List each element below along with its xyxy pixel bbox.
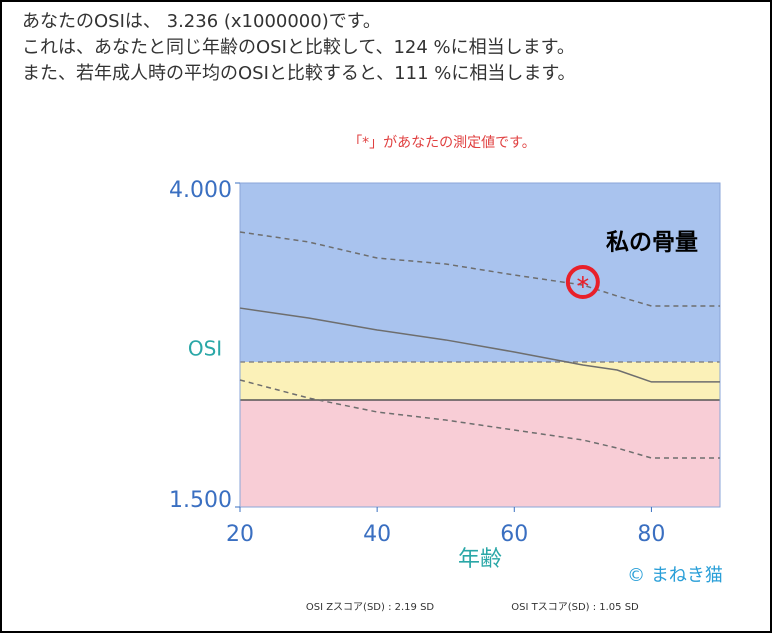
x-axis-label: 年齢	[458, 547, 502, 572]
header: あなたのOSIは、 3.236 (x1000000)です。 これは、あなたと同じ…	[22, 11, 576, 84]
series-line	[239, 307, 720, 383]
zone	[240, 361, 720, 400]
x-tick-label: 20	[226, 522, 254, 547]
header-line: これは、あなたと同じ年齢のOSIと比較して、124 %に相当します。	[22, 37, 575, 58]
header-line: あなたのOSIは、 3.236 (x1000000)です。	[22, 11, 381, 32]
plot-border	[239, 182, 721, 508]
chart-subtitle: 「*」があなたの測定値です。	[348, 135, 536, 151]
watermark: © まねき猫	[627, 565, 723, 586]
y-tick-label: 1.500	[169, 488, 232, 513]
y-tick-label: 4.000	[169, 178, 232, 203]
x-tick-label: 40	[363, 522, 391, 547]
x-tick-label: 80	[637, 522, 665, 547]
measured-point	[565, 265, 600, 300]
series-line	[239, 231, 720, 307]
footer-text: OSI Tスコア(SD) : 1.05 SD	[511, 602, 639, 613]
zone	[240, 183, 720, 362]
asterisk-stroke	[577, 278, 589, 286]
footer-text: OSI Zスコア(SD) : 2.19 SD	[306, 602, 435, 613]
highlight-circle	[565, 265, 600, 300]
y-axis-label: OSI	[188, 337, 222, 361]
series-line	[239, 379, 720, 459]
zone	[240, 399, 720, 507]
x-tick-label: 60	[500, 522, 528, 547]
plot: 4.000 1.500 20 40 60 80	[169, 178, 721, 547]
header-line: また、若年成人時の平均のOSIと比較すると、111 %に相当します。	[22, 63, 576, 84]
annotation: 私の骨量	[606, 230, 698, 256]
